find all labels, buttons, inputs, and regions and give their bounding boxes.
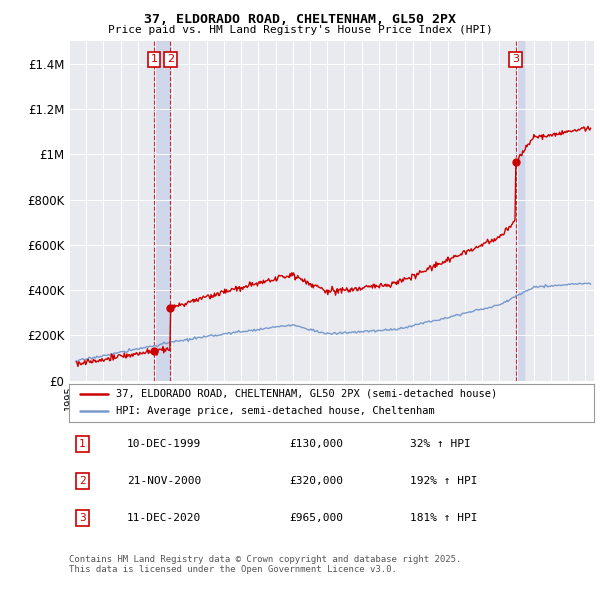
Text: £965,000: £965,000	[290, 513, 343, 523]
Text: £130,000: £130,000	[290, 439, 343, 449]
Text: 1: 1	[79, 439, 86, 449]
Bar	[515, 41, 524, 381]
Text: 10-DEC-1999: 10-DEC-1999	[127, 439, 201, 449]
Text: 2: 2	[167, 54, 174, 64]
Text: 181% ↑ HPI: 181% ↑ HPI	[410, 513, 478, 523]
Text: 37, ELDORADO ROAD, CHELTENHAM, GL50 2PX: 37, ELDORADO ROAD, CHELTENHAM, GL50 2PX	[144, 13, 456, 26]
Text: £320,000: £320,000	[290, 476, 343, 486]
Text: 11-DEC-2020: 11-DEC-2020	[127, 513, 201, 523]
Text: 21-NOV-2000: 21-NOV-2000	[127, 476, 201, 486]
Text: Price paid vs. HM Land Registry's House Price Index (HPI): Price paid vs. HM Land Registry's House …	[107, 25, 493, 35]
Text: 192% ↑ HPI: 192% ↑ HPI	[410, 476, 478, 486]
Text: HPI: Average price, semi-detached house, Cheltenham: HPI: Average price, semi-detached house,…	[116, 407, 435, 417]
Text: 2: 2	[79, 476, 86, 486]
Text: 32% ↑ HPI: 32% ↑ HPI	[410, 439, 471, 449]
Text: 3: 3	[512, 54, 519, 64]
Text: 3: 3	[79, 513, 86, 523]
Text: 37, ELDORADO ROAD, CHELTENHAM, GL50 2PX (semi-detached house): 37, ELDORADO ROAD, CHELTENHAM, GL50 2PX …	[116, 389, 497, 399]
Text: 1: 1	[151, 54, 158, 64]
Text: Contains HM Land Registry data © Crown copyright and database right 2025.
This d: Contains HM Land Registry data © Crown c…	[69, 555, 461, 574]
Bar	[154, 41, 170, 381]
